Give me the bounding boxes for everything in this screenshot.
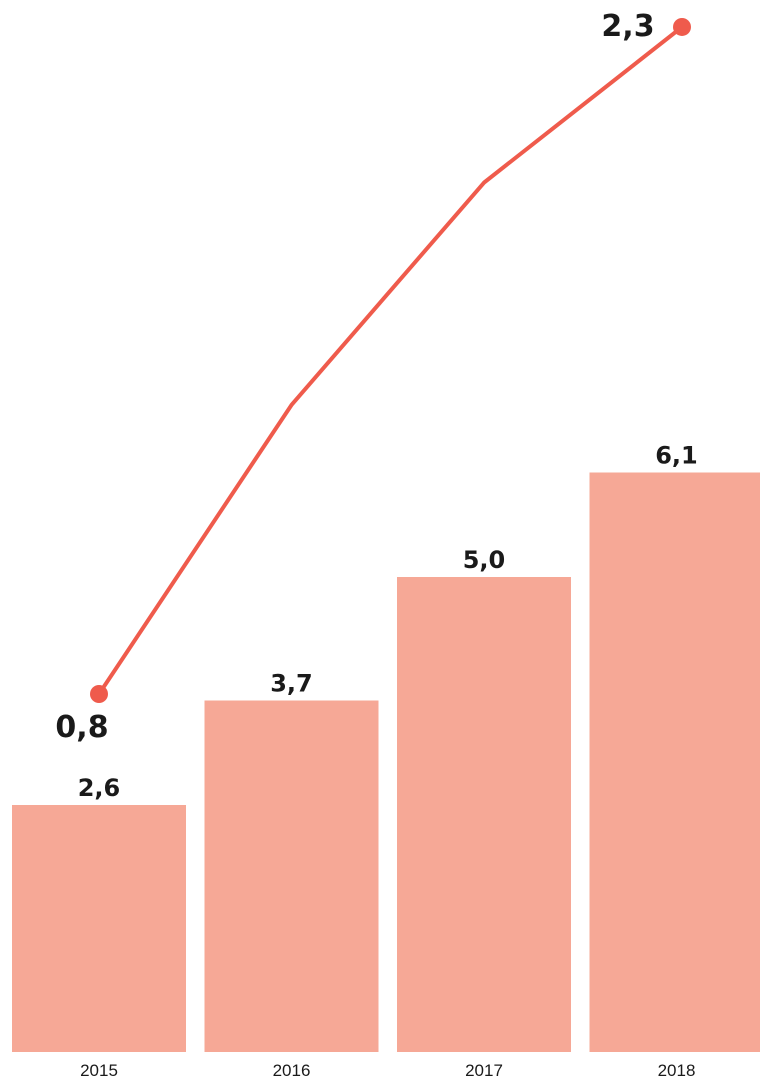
bar-label-2015: 2,6	[78, 774, 121, 802]
bar-2018	[589, 472, 760, 1052]
bars-layer: 2,6 3,7 5,0 6,1	[12, 442, 760, 1052]
bar-2015	[12, 805, 186, 1052]
line-series	[97, 24, 684, 696]
x-tick-2016: 2016	[273, 1061, 311, 1080]
x-axis-ticks: 2015 2016 2017 2018	[80, 1061, 695, 1080]
bar-2016	[204, 700, 379, 1052]
line-label-2015: 0,8	[55, 710, 108, 745]
x-tick-2017: 2017	[465, 1061, 503, 1080]
bar-2017	[397, 577, 571, 1052]
bar-label-2018: 6,1	[655, 442, 698, 470]
x-tick-2018: 2018	[658, 1061, 696, 1080]
line-label-2018: 2,3	[601, 9, 654, 44]
bar-label-2016: 3,7	[270, 670, 313, 698]
x-tick-2015: 2015	[80, 1061, 118, 1080]
bar-label-2017: 5,0	[463, 546, 506, 574]
line-point-2015	[90, 685, 108, 703]
line-point-2018	[673, 17, 691, 36]
line-layer: 0,8 2,3	[55, 9, 691, 745]
